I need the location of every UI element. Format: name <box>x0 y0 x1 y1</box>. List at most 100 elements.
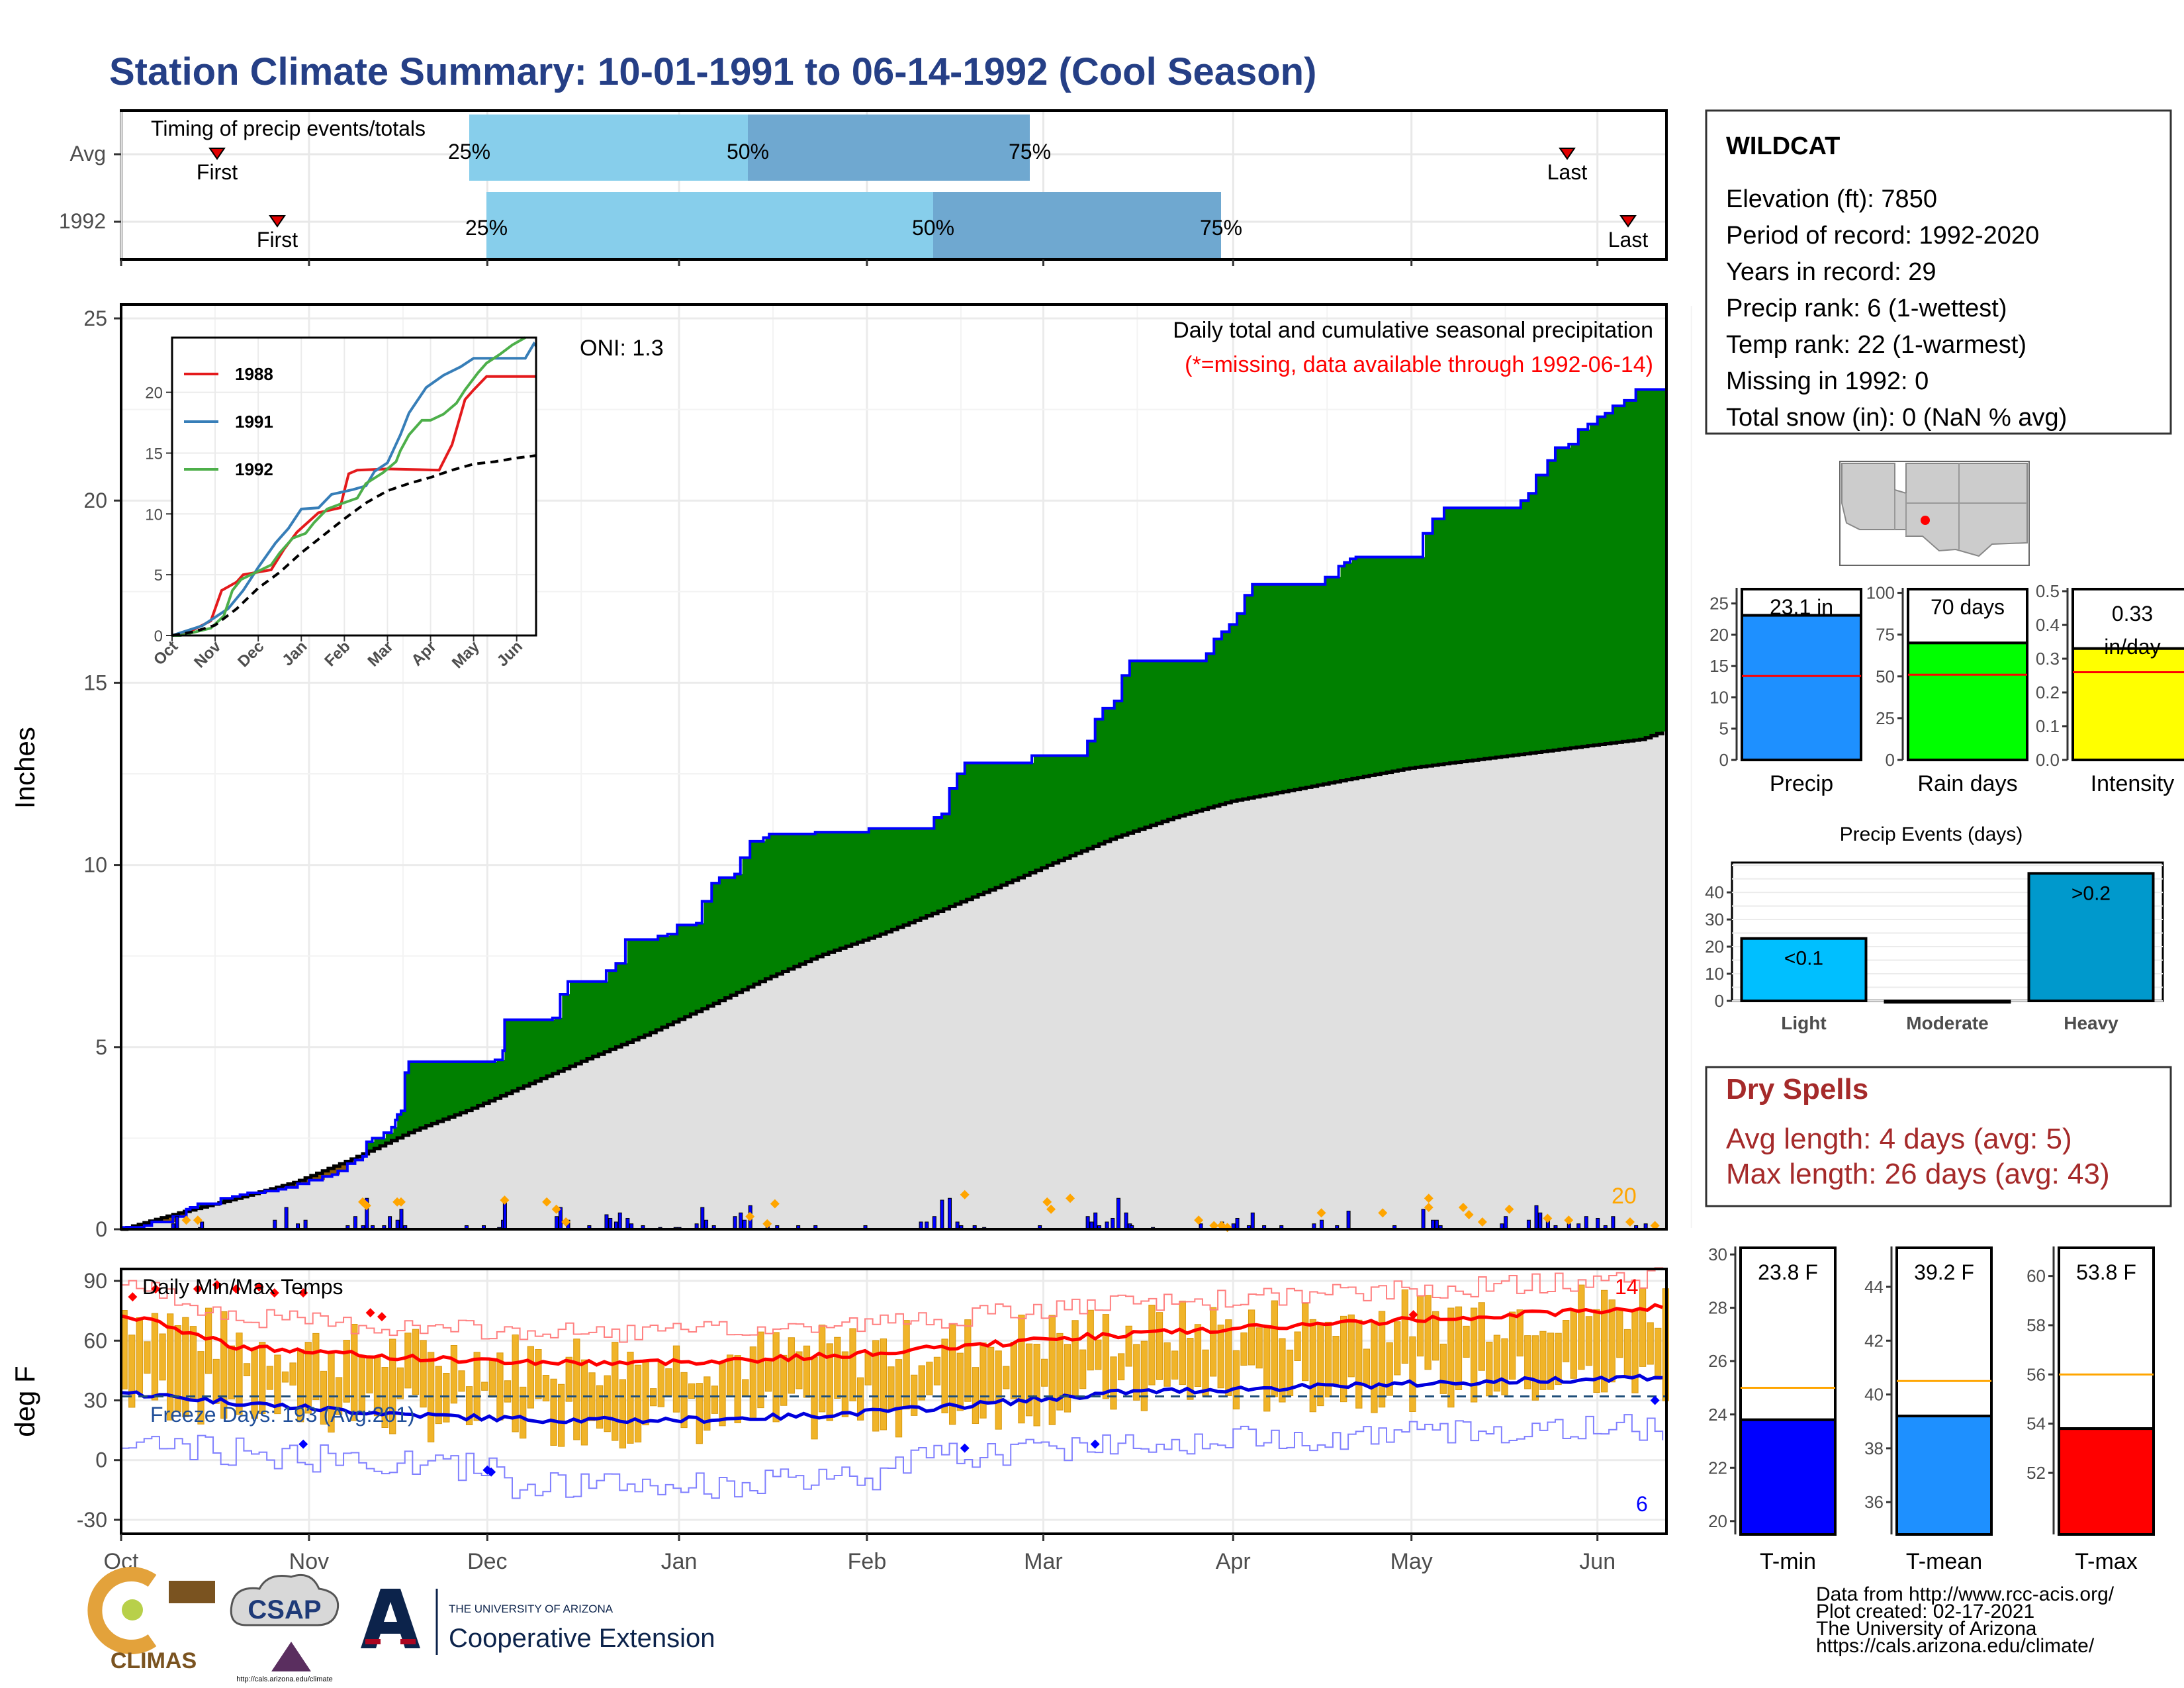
temp-panel: -30 0 30 60 90 Daily Min/Max Temps Freeze Da… <box>9 1267 1669 1574</box>
temp-y-tick-label: 90 <box>83 1269 107 1293</box>
record-high-marker <box>193 1284 203 1294</box>
first-event-marker <box>269 215 286 228</box>
last-event-label: Last <box>1547 160 1588 184</box>
timing-bars: 25% 50% 75% First Last 25% 50% 75% First Last <box>197 115 1648 258</box>
missing-data-marker <box>1316 1208 1326 1218</box>
events-title: Precip Events (days) <box>1840 823 2023 845</box>
events-y-tick-label: 10 <box>1705 964 1724 984</box>
station-elevation: Elevation (ft): 7850 <box>1726 185 1937 213</box>
timing-p50-label: 50% <box>727 140 769 164</box>
month-tick-label: Feb <box>848 1549 887 1574</box>
timing-p25-label: 25% <box>465 216 508 240</box>
events-bar-label: >0.2 <box>2071 882 2111 904</box>
temp-summary-bar-T-min <box>1739 1418 1837 1536</box>
month-tick-label: May <box>1390 1549 1433 1574</box>
climas-logo-ring <box>87 1567 157 1654</box>
summary-y-tick-label: 0.4 <box>2036 615 2060 635</box>
missing-data-marker <box>1194 1215 1204 1225</box>
record-high-marker <box>254 1282 264 1292</box>
events-y-tick-label: 20 <box>1705 937 1724 957</box>
csap-logo: CSAP http://cals.arizona.edu/climate <box>230 1573 340 1683</box>
record-low-marker <box>486 1467 496 1477</box>
summary-bar-Precip <box>1741 614 1862 761</box>
daily-precip-bar <box>604 1214 609 1230</box>
events-bar-Moderate <box>1884 1000 2011 1004</box>
daily-precip-bar <box>555 1216 559 1230</box>
above-average-area <box>121 389 1667 1229</box>
record-high-marker <box>269 1288 279 1298</box>
record-high-marker <box>365 1308 375 1318</box>
record-high-marker <box>377 1312 387 1322</box>
month-tick-label: Jan <box>661 1549 698 1574</box>
daily-precip-bar <box>1235 1217 1240 1230</box>
daily-precip-bar <box>700 1207 705 1230</box>
record-high-line <box>121 1267 1664 1343</box>
temp-y-tick-label: -30 <box>77 1508 107 1532</box>
month-axis: Oct Nov Dec Jan Feb Mar Apr May Jun <box>104 1534 1615 1574</box>
events-bar-Heavy <box>2027 872 2155 1003</box>
daily-precip-bar <box>399 1209 404 1230</box>
ua-logo-bottom: Cooperative Extension <box>449 1624 715 1653</box>
summary-y-tick-label: 75 <box>1876 625 1895 645</box>
timing-row-avg: Avg <box>69 142 106 165</box>
footer-credits: Data from http://www.rcc-acis.org/ Plot … <box>1816 1583 2115 1657</box>
credit-plot-created: Plot created: 02-17-2021 <box>1816 1601 2034 1622</box>
inset-border <box>171 336 537 637</box>
daily-precip-bar <box>1538 1212 1543 1230</box>
daily-precip-bar <box>1421 1209 1426 1230</box>
missing-data-marker <box>1046 1204 1056 1214</box>
inset-y-tick-label: 0 <box>154 628 163 645</box>
summary-value-unit: in/day <box>2104 635 2160 659</box>
average-low-line <box>120 1374 1663 1425</box>
events-y-tick-label: 40 <box>1705 882 1724 902</box>
events-category-label: Moderate <box>1906 1013 1988 1033</box>
daily-precip-bar <box>395 1219 400 1230</box>
summary-y-tick-label: 0 <box>1719 750 1729 770</box>
missing-count: 20 <box>1612 1184 1637 1209</box>
temp-summary-y-tick-label: 36 <box>1864 1492 1884 1512</box>
summary-y-tick-label: 5 <box>1719 719 1729 739</box>
dry-spells-box: Dry Spells Avg length: 4 days (avg: 5) M… <box>1705 1066 2172 1207</box>
temp-summary-bar-T-max <box>2058 1427 2155 1536</box>
summary-y-tick-label: 15 <box>1709 656 1729 676</box>
map-borders <box>1894 463 2027 549</box>
station-name: WILDCAT <box>1726 132 1840 160</box>
record-low-line <box>121 1414 1664 1499</box>
missing-data-marker <box>1504 1204 1514 1214</box>
month-tick-label: Mar <box>1024 1549 1063 1574</box>
temp-summary-y-tick-label: 30 <box>1708 1244 1727 1264</box>
temp-grid: -30 0 30 60 90 <box>77 1269 1665 1532</box>
precip-y-title: Inches <box>9 727 40 809</box>
precip-y-tick-label: 0 <box>95 1217 107 1241</box>
last-event-marker <box>1559 148 1576 160</box>
temp-summary-value-label: 53.8 F <box>2076 1260 2136 1284</box>
inset-y-tick-label: 5 <box>154 567 163 585</box>
summary-bars: 0 5 10 15 20 25 23.1 in Precip 0 25 50 75 100 70 days… <box>1709 581 2184 796</box>
daily-precip-bar <box>175 1216 179 1230</box>
precip-panel: 0 5 10 15 20 25 Daily total and cumulative se… <box>9 303 1692 1241</box>
precip-y-tick-label: 20 <box>83 489 107 512</box>
temp-summary-bar-T-mean <box>1895 1415 1993 1536</box>
precip-y-tick-label: 15 <box>83 671 107 694</box>
precip-y-axis: 0 5 10 15 20 25 <box>83 306 121 1241</box>
daily-precip-bar <box>1111 1217 1115 1230</box>
climas-logo-sun <box>122 1599 143 1620</box>
inset-legend-label: 1992 <box>235 459 273 479</box>
missing-data-marker <box>1650 1221 1660 1231</box>
summary-y-tick-label: 25 <box>1709 594 1729 614</box>
missing-data-marker <box>1458 1202 1468 1212</box>
summary-y-tick-label: 0 <box>1886 750 1895 770</box>
daily-precip-bar <box>1250 1212 1255 1230</box>
precip-y-tick-label: 5 <box>95 1035 107 1059</box>
daily-precip-bar <box>1434 1219 1439 1230</box>
last-event-marker <box>1619 215 1637 228</box>
summary-y-tick-label: 50 <box>1876 667 1895 686</box>
csap-logo-text: CSAP <box>248 1595 321 1624</box>
precip-fills <box>121 388 1667 1231</box>
events-category-label: Light <box>1781 1013 1826 1033</box>
dry-spells-title: Dry Spells <box>1726 1073 1868 1105</box>
csap-url: http://cals.arizona.edu/climate <box>236 1675 333 1683</box>
timing-bar-25-50 <box>469 115 748 181</box>
daily-precip-bar <box>608 1217 613 1230</box>
inset-y-tick-label: 20 <box>145 385 163 402</box>
